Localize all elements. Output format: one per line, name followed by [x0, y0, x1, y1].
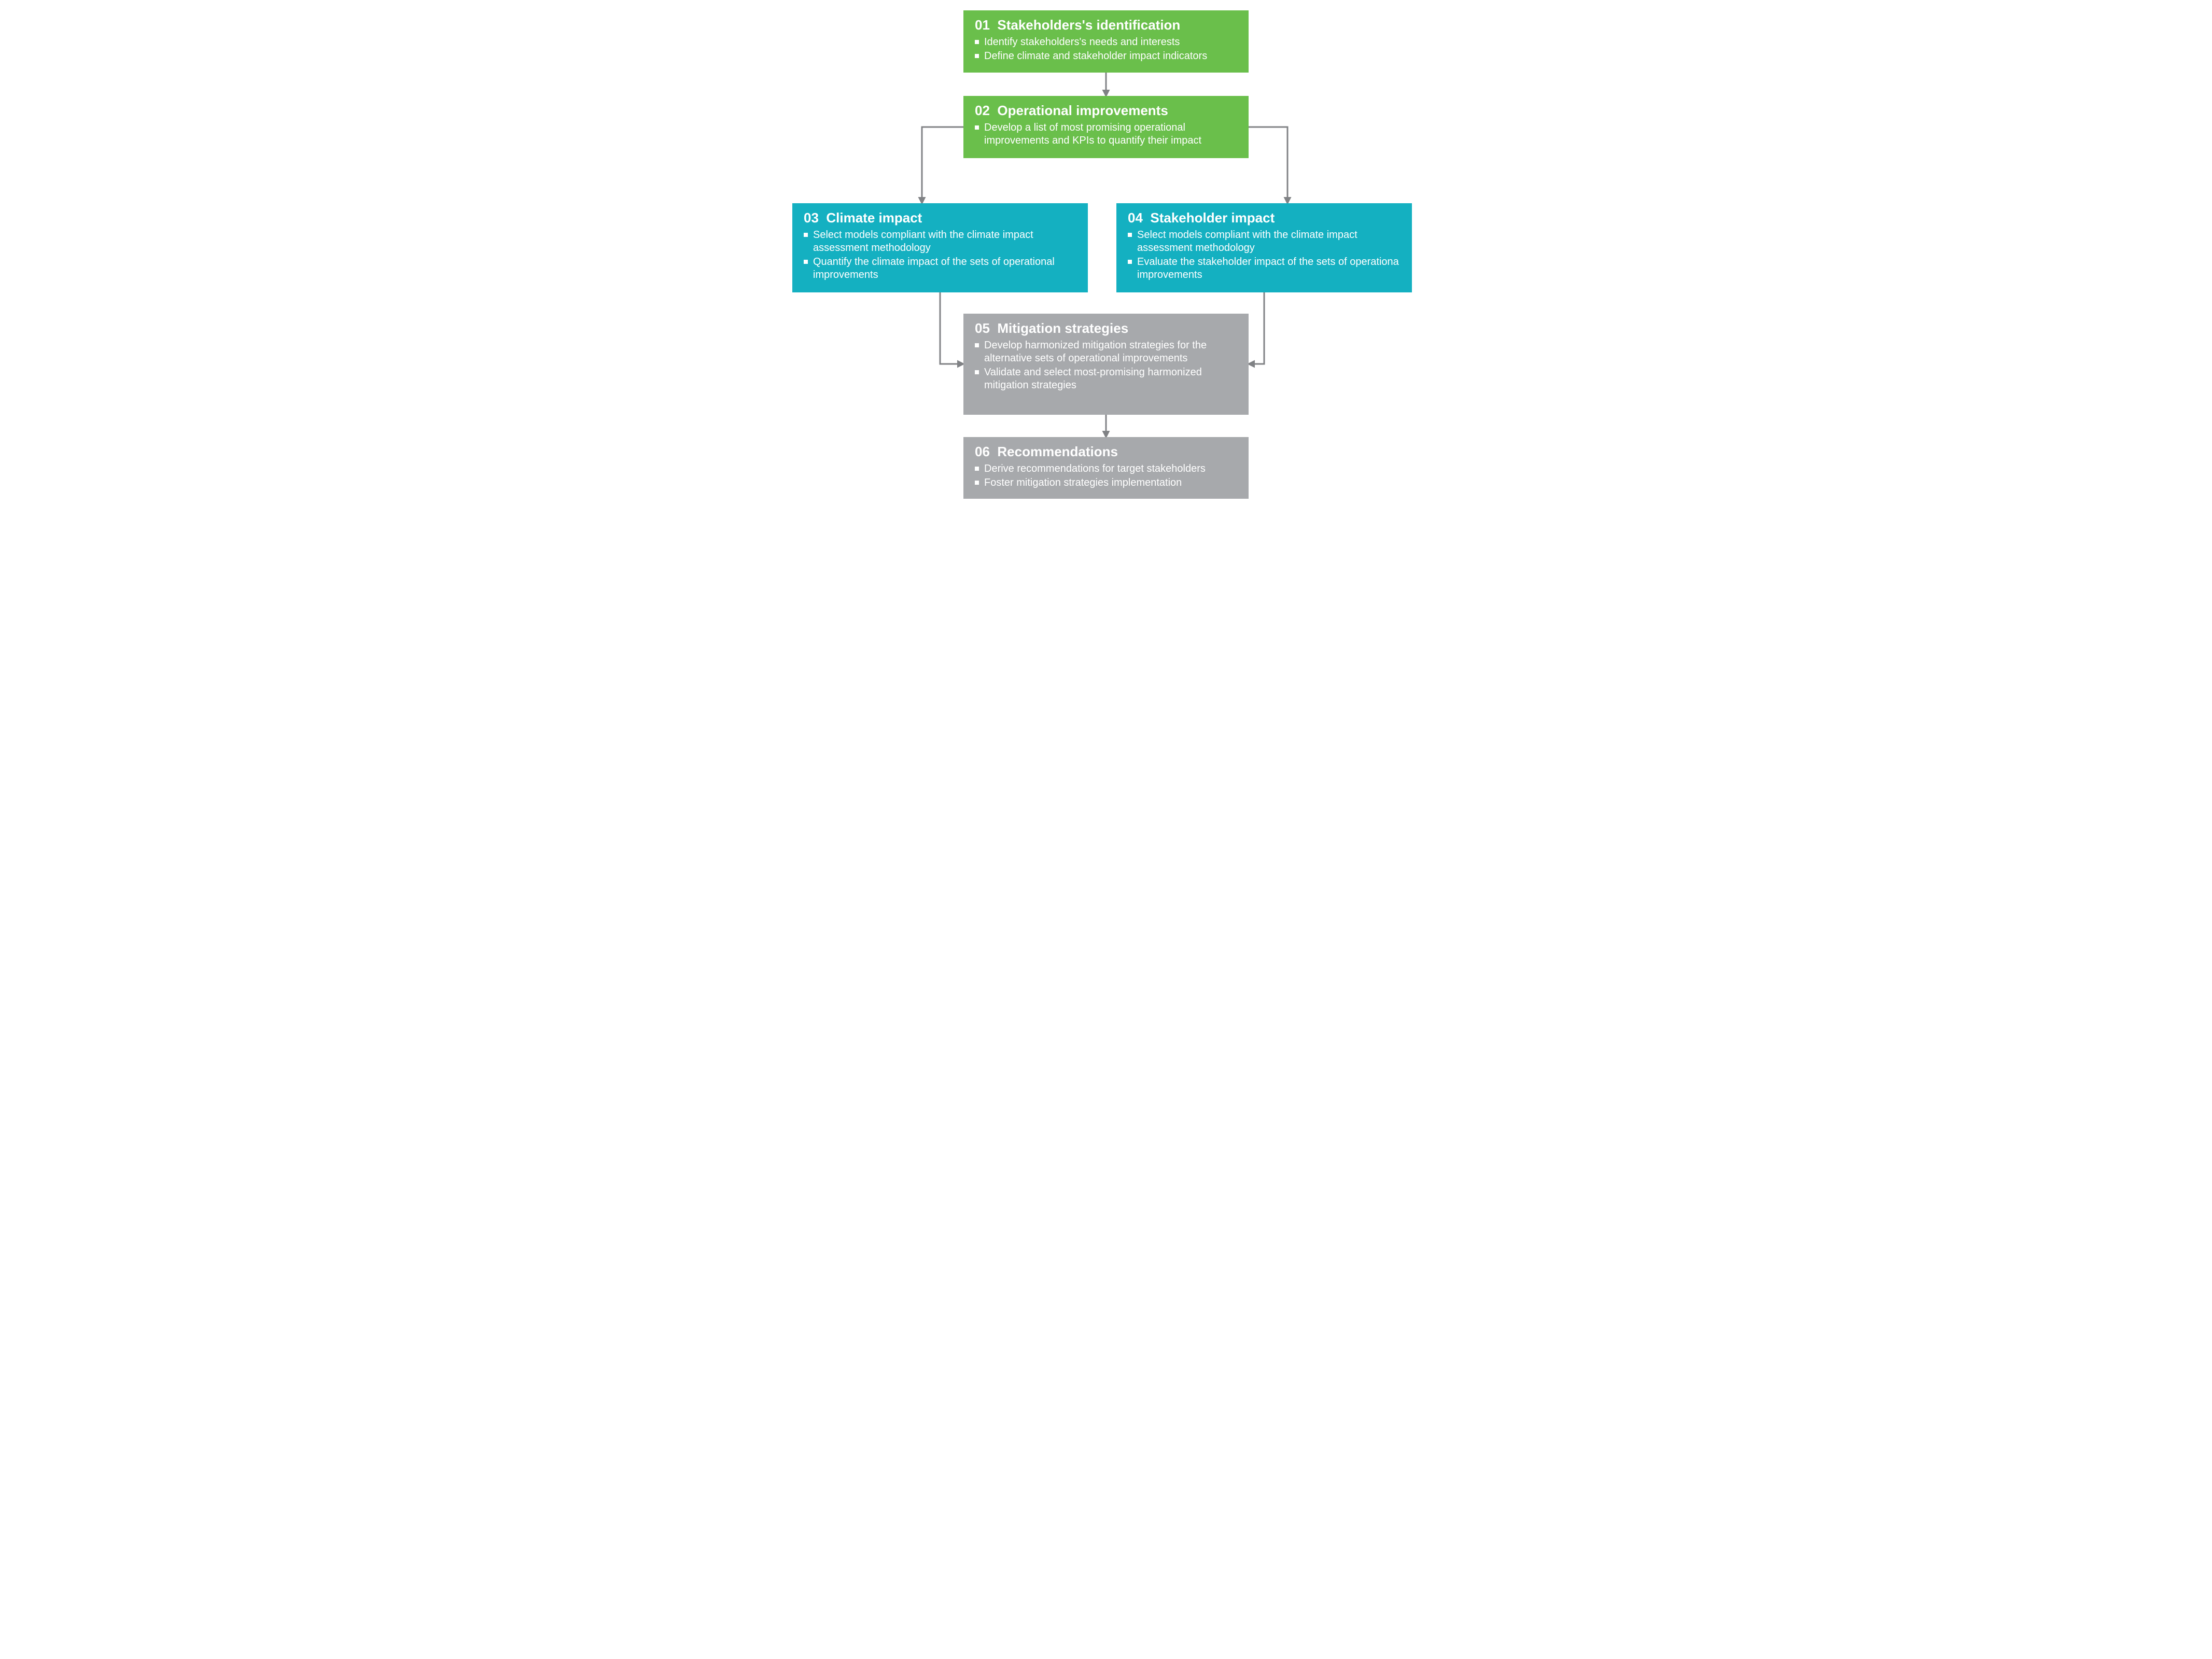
node-title: 04 Stakeholder impact: [1128, 210, 1401, 226]
node-title-text: Recommendations: [997, 444, 1118, 459]
node-bullets: Derive recommendations for target stakeh…: [975, 462, 1237, 489]
bullet: Select models compliant with the climate…: [804, 229, 1076, 255]
node-title: 02 Operational improvements: [975, 103, 1237, 118]
node-n1: 01 Stakeholders's identification Identify…: [963, 10, 1249, 73]
node-bullets: Select models compliant with the climate…: [1128, 229, 1401, 282]
node-n2: 02 Operational improvements Develop a lis…: [963, 96, 1249, 158]
node-number: 04: [1128, 210, 1143, 226]
node-n5: 05 Mitigation strategies Develop harmoniz…: [963, 314, 1249, 415]
node-title: 06 Recommendations: [975, 444, 1237, 459]
node-title-text: Stakeholder impact: [1150, 210, 1275, 226]
node-n3: 03 Climate impact Select models compliant…: [792, 203, 1088, 292]
node-bullets: Develop a list of most promising operati…: [975, 121, 1237, 147]
node-bullets: Develop harmonized mitigation strategies…: [975, 339, 1237, 392]
connector: [1249, 127, 1287, 203]
node-number: 06: [975, 444, 990, 459]
bullet: Select models compliant with the climate…: [1128, 229, 1401, 255]
node-number: 05: [975, 320, 990, 336]
bullet: Validate and select most-promising harmo…: [975, 366, 1237, 392]
bullet: Develop a list of most promising operati…: [975, 121, 1237, 147]
node-number: 02: [975, 103, 990, 118]
node-title: 03 Climate impact: [804, 210, 1076, 226]
bullet: Develop harmonized mitigation strategies…: [975, 339, 1237, 365]
flowchart-stage: 01 Stakeholders's identification Identify…: [774, 0, 1438, 498]
node-n6: 06 Recommendations Derive recommendations…: [963, 437, 1249, 499]
node-title: 05 Mitigation strategies: [975, 321, 1237, 336]
node-title-text: Stakeholders's identification: [997, 17, 1180, 33]
node-number: 03: [804, 210, 819, 226]
node-title-text: Mitigation strategies: [997, 320, 1128, 336]
node-number: 01: [975, 17, 990, 33]
node-title-text: Climate impact: [826, 210, 922, 226]
bullet: Quantify the climate impact of the sets …: [804, 256, 1076, 282]
bullet: Derive recommendations for target stakeh…: [975, 462, 1237, 475]
bullet: Foster mitigation strategies implementat…: [975, 476, 1237, 489]
bullet: Identify stakeholders's needs and intere…: [975, 36, 1237, 49]
node-bullets: Select models compliant with the climate…: [804, 229, 1076, 282]
node-title-text: Operational improvements: [997, 103, 1168, 118]
node-n4: 04 Stakeholder impact Select models compl…: [1116, 203, 1412, 292]
node-title: 01 Stakeholders's identification: [975, 18, 1237, 33]
connector: [922, 127, 963, 203]
connector: [940, 292, 963, 364]
bullet: Evaluate the stakeholder impact of the s…: [1128, 256, 1401, 282]
bullet: Define climate and stakeholder impact in…: [975, 50, 1237, 63]
node-bullets: Identify stakeholders's needs and intere…: [975, 36, 1237, 63]
connector: [1249, 292, 1264, 364]
